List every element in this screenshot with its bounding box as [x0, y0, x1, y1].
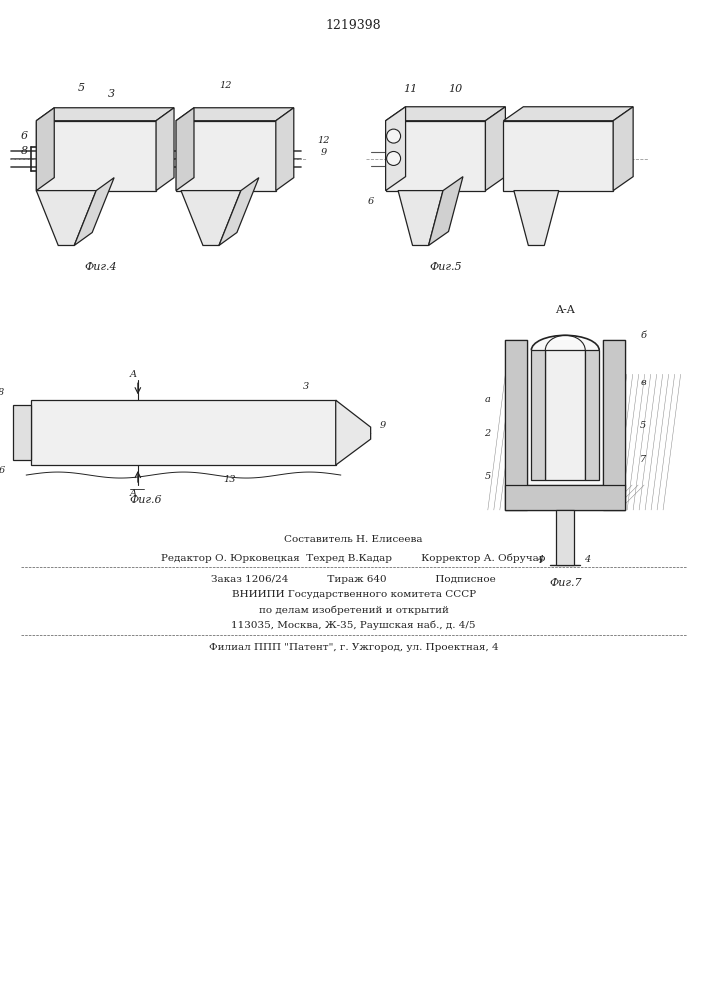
- Text: A-A: A-A: [556, 305, 575, 315]
- Text: 9: 9: [320, 148, 327, 157]
- Text: Составитель Н. Елисеева: Составитель Н. Елисеева: [284, 535, 423, 544]
- Polygon shape: [176, 121, 276, 191]
- Text: 13: 13: [223, 475, 235, 484]
- Text: 3: 3: [303, 382, 309, 391]
- Text: 3: 3: [107, 89, 115, 99]
- Polygon shape: [219, 178, 259, 245]
- Text: 1219398: 1219398: [326, 19, 382, 32]
- Polygon shape: [176, 108, 294, 121]
- Text: 6: 6: [0, 466, 4, 475]
- Text: Фиг.5: Фиг.5: [429, 262, 462, 272]
- Polygon shape: [36, 191, 96, 245]
- Text: по делам изобретений и открытий: по делам изобретений и открытий: [259, 605, 449, 615]
- Text: 5: 5: [640, 421, 646, 430]
- Text: 5: 5: [78, 83, 85, 93]
- Text: в: в: [641, 378, 646, 387]
- Polygon shape: [486, 107, 506, 191]
- Polygon shape: [585, 350, 600, 480]
- Polygon shape: [276, 108, 294, 191]
- Polygon shape: [613, 107, 633, 191]
- Polygon shape: [503, 121, 613, 191]
- Text: 4: 4: [584, 555, 590, 564]
- Polygon shape: [503, 107, 633, 121]
- Text: A: A: [130, 489, 137, 498]
- Polygon shape: [532, 350, 545, 480]
- Text: 5: 5: [484, 472, 491, 481]
- Text: Фиг.7: Фиг.7: [549, 578, 582, 588]
- Polygon shape: [398, 191, 443, 245]
- Text: Редактор О. Юрковецкая  Техред В.Кадар         Корректор А. Обручар: Редактор О. Юрковецкая Техред В.Кадар Ко…: [161, 553, 546, 563]
- Polygon shape: [428, 177, 463, 245]
- Polygon shape: [74, 178, 114, 245]
- Polygon shape: [556, 510, 574, 565]
- Text: 10: 10: [448, 84, 462, 94]
- Polygon shape: [336, 400, 370, 465]
- Polygon shape: [31, 400, 336, 465]
- Polygon shape: [603, 340, 625, 510]
- Circle shape: [387, 129, 401, 143]
- Polygon shape: [36, 108, 174, 121]
- Circle shape: [387, 151, 401, 165]
- Text: 7: 7: [640, 455, 646, 464]
- Text: б: б: [640, 331, 646, 340]
- Text: 8: 8: [21, 146, 28, 156]
- Polygon shape: [514, 191, 559, 245]
- Polygon shape: [36, 121, 156, 191]
- Text: ВНИИПИ Государственного комитета СССР: ВНИИПИ Государственного комитета СССР: [232, 590, 476, 599]
- Polygon shape: [506, 340, 527, 510]
- Polygon shape: [506, 485, 625, 510]
- Text: 6: 6: [21, 131, 28, 141]
- Text: Фиг.4: Фиг.4: [85, 262, 117, 272]
- Polygon shape: [385, 121, 486, 191]
- Text: 12: 12: [220, 81, 232, 90]
- Polygon shape: [156, 108, 174, 191]
- Polygon shape: [36, 108, 54, 191]
- Polygon shape: [385, 107, 506, 121]
- Text: 6: 6: [368, 197, 374, 206]
- Text: Фиг.6: Фиг.6: [130, 495, 163, 505]
- Polygon shape: [385, 107, 406, 191]
- Text: 12: 12: [317, 136, 330, 145]
- Text: 9: 9: [380, 421, 386, 430]
- Text: 2: 2: [484, 429, 491, 438]
- Text: A: A: [130, 370, 137, 379]
- Polygon shape: [176, 108, 194, 191]
- Text: Заказ 1206/24            Тираж 640               Подписное: Заказ 1206/24 Тираж 640 Подписное: [211, 575, 496, 584]
- Polygon shape: [13, 405, 31, 460]
- Text: 113035, Москва, Ж-35, Раушская наб., д. 4/5: 113035, Москва, Ж-35, Раушская наб., д. …: [231, 620, 476, 630]
- Text: Филиал ППП "Патент", г. Ужгород, ул. Проектная, 4: Филиал ППП "Патент", г. Ужгород, ул. Про…: [209, 643, 498, 652]
- Text: 8: 8: [0, 388, 4, 397]
- Polygon shape: [545, 350, 585, 480]
- Polygon shape: [181, 191, 241, 245]
- Polygon shape: [527, 340, 603, 485]
- Text: 4: 4: [537, 555, 544, 564]
- Text: а: а: [484, 395, 491, 404]
- Text: 11: 11: [404, 84, 418, 94]
